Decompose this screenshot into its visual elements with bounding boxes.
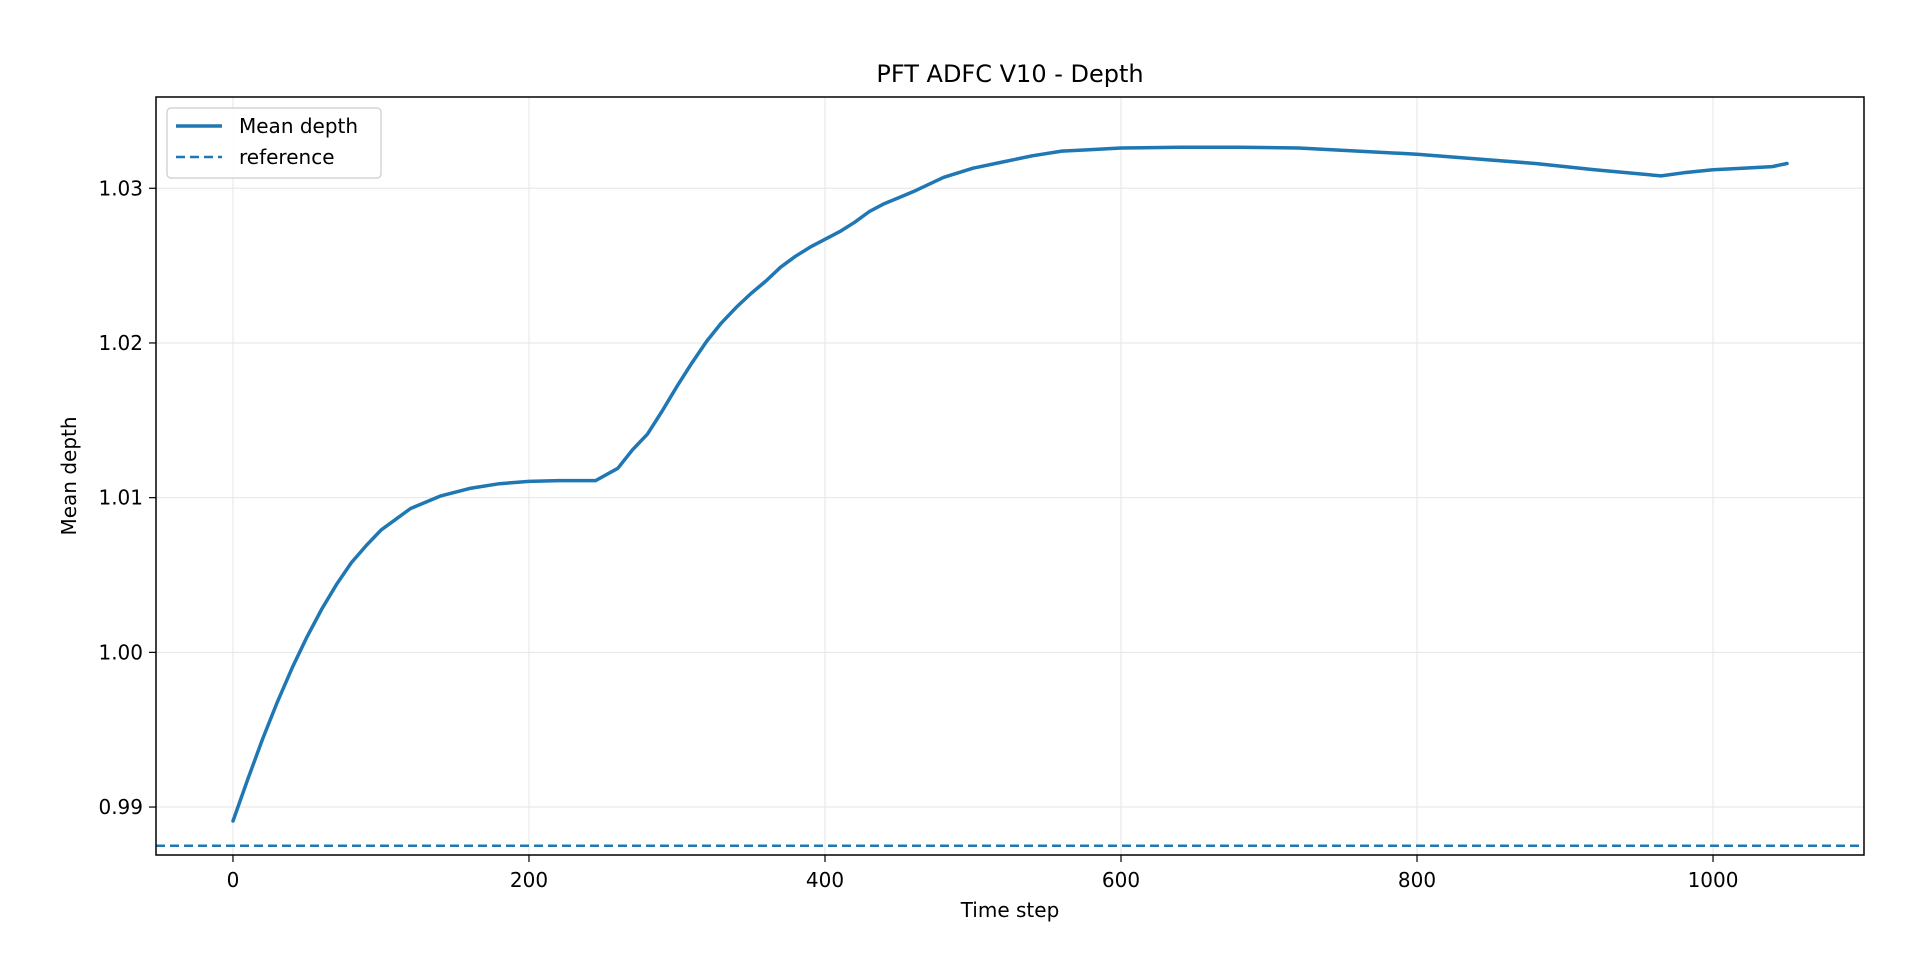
x-tick-label: 800: [1398, 868, 1436, 892]
mean-depth-line: [231, 145, 1789, 823]
x-tick-label: 200: [510, 868, 548, 892]
plot-frame: [155, 96, 1865, 856]
x-tick-label: 1000: [1688, 868, 1739, 892]
y-tick-label: 0.99: [98, 795, 143, 819]
y-tick-label: 1.03: [98, 176, 143, 200]
legend-label-mean-depth: Mean depth: [239, 114, 358, 138]
x-tick-label: 0: [227, 868, 240, 892]
legend: Mean depth reference: [166, 107, 382, 179]
y-tick-label: 1.00: [98, 640, 143, 664]
chart-title: PFT ADFC V10 - Depth: [876, 60, 1143, 88]
y-tick-label: 1.01: [98, 486, 143, 510]
ticks: 0 200 400 600 800 1000 0.99 1.00 1.01 1.02 1.03: [98, 176, 1738, 892]
x-tick-label: 600: [1102, 868, 1140, 892]
x-tick-label: 400: [806, 868, 844, 892]
x-axis-label: Time step: [960, 898, 1060, 922]
series-layer: [156, 145, 1864, 847]
y-tick-label: 1.02: [98, 331, 143, 355]
y-axis-label: Mean depth: [57, 416, 81, 535]
legend-label-reference: reference: [239, 145, 335, 169]
